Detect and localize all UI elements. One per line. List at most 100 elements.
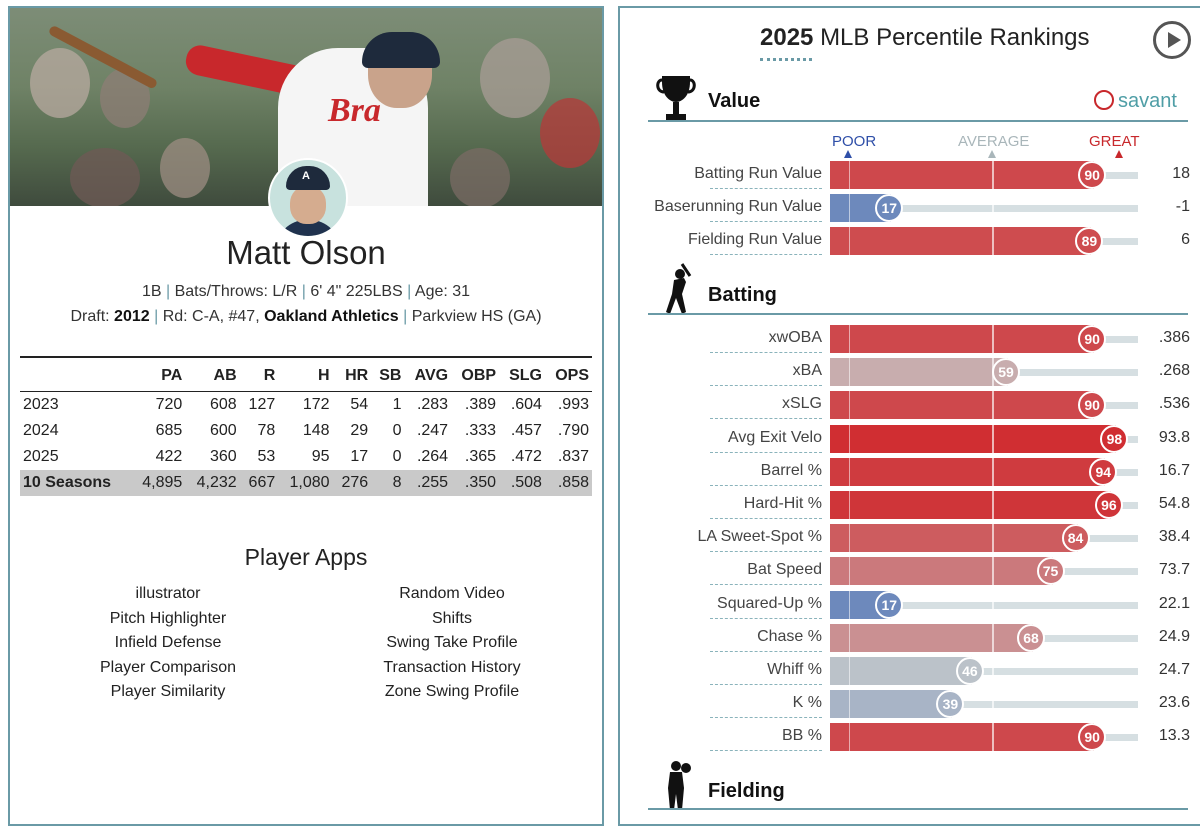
metric-value: .386: [1158, 329, 1190, 346]
stats-cell: 78: [257, 422, 276, 439]
percentile-circle: 46: [955, 657, 984, 685]
metric-value: 24.7: [1158, 661, 1190, 678]
stats-cell: .993: [557, 396, 589, 413]
percentile-track: [830, 205, 1138, 213]
player-age: Age: 31: [414, 283, 471, 300]
metric-row[interactable]: Hard-Hit % 96 54.8: [620, 490, 1200, 520]
metric-row[interactable]: K % 39 23.6: [620, 689, 1200, 719]
player-bats-throws: Bats/Throws: L/R: [174, 283, 298, 300]
baseball-icon: [1094, 90, 1114, 110]
stats-header-cell: HR: [332, 356, 372, 392]
career-cell: .858: [544, 470, 592, 496]
metric-row[interactable]: BB % 90 13.3: [620, 722, 1200, 752]
player-app-link[interactable]: Pitch Highlighter: [109, 609, 227, 627]
savant-logo[interactable]: savant: [1094, 90, 1177, 113]
stats-cell: .389: [464, 396, 497, 413]
jersey-text: Bra: [328, 92, 381, 129]
percentile-circle: 89: [1075, 227, 1104, 256]
metric-value: .268: [1158, 362, 1190, 380]
metric-row[interactable]: Batting Run Value 90 18: [620, 160, 1200, 190]
percentile-rankings-panel: 2025 MLB Percentile Rankings Value savan…: [618, 6, 1200, 826]
career-cell: 276: [332, 470, 372, 496]
metric-label: BB %: [781, 727, 822, 745]
percentile-circle: 68: [1017, 623, 1046, 652]
stats-cell: 720: [155, 396, 183, 413]
percentile-circle: 90: [1078, 161, 1107, 189]
player-card: Bra A Matt Olson 1B | Bats/Throws: L/R |…: [8, 6, 604, 826]
percentile-circle: 94: [1089, 457, 1118, 486]
metric-row[interactable]: xwOBA 90 .386: [620, 324, 1200, 354]
fielding-divider: [648, 808, 1188, 810]
player-app-link[interactable]: illustrator: [135, 585, 201, 602]
stats-header-cell: OPS: [544, 356, 592, 392]
metric-value: 23.6: [1158, 694, 1190, 712]
player-app-link[interactable]: Infield Defense: [114, 634, 222, 652]
metric-row[interactable]: Barrel % 94 16.7: [620, 457, 1200, 487]
metric-value: 73.7: [1158, 561, 1190, 579]
metric-row[interactable]: xSLG 90 .536: [620, 390, 1200, 420]
metric-row[interactable]: Bat Speed 75 73.7: [620, 556, 1200, 586]
player-app-link[interactable]: Zone Swing Profile: [384, 683, 520, 701]
average-arrow-icon: [988, 150, 996, 158]
metric-row[interactable]: LA Sweet-Spot % 84 38.4: [620, 523, 1200, 553]
percentile-bar: [830, 623, 1034, 652]
percentile-bar: [830, 723, 1095, 752]
percentile-circle: 75: [1036, 557, 1065, 586]
percentile-circle: 90: [1078, 391, 1107, 420]
metric-row[interactable]: Fielding Run Value 89 6: [620, 226, 1200, 256]
metric-row[interactable]: Baserunning Run Value 17 -1: [620, 193, 1200, 223]
stats-cell: 600: [209, 422, 237, 439]
stats-header-cell: [20, 356, 131, 392]
stats-cell: 2024: [23, 422, 59, 439]
player-app-link[interactable]: Transaction History: [383, 658, 521, 676]
metric-label: Batting Run Value: [694, 165, 822, 182]
batter-icon: [666, 263, 692, 314]
metric-label: Whiff %: [767, 661, 822, 678]
stats-cell: 2025: [23, 448, 59, 465]
percentile-track: [830, 601, 1138, 609]
stats-header-cell: H: [278, 356, 333, 392]
player-app-link[interactable]: Player Similarity: [110, 683, 226, 701]
draft-team: Oakland Athletics: [264, 308, 399, 325]
stats-cell: 53: [257, 448, 276, 465]
year-selector-underline[interactable]: [760, 58, 812, 61]
metric-row[interactable]: Squared-Up % 17 22.1: [620, 590, 1200, 620]
metric-row[interactable]: Whiff % 46 24.7: [620, 656, 1200, 686]
metric-value: 13.3: [1158, 727, 1190, 745]
metric-label: K %: [792, 694, 822, 712]
metric-value: 38.4: [1158, 528, 1190, 546]
stats-header-cell: AVG: [404, 356, 452, 392]
percentile-track: [830, 668, 1138, 675]
player-app-link[interactable]: Swing Take Profile: [386, 634, 518, 652]
scale-great-label: GREAT: [1089, 133, 1140, 150]
player-app-link[interactable]: Random Video: [399, 585, 505, 602]
play-icon[interactable]: [1153, 21, 1191, 59]
metric-row[interactable]: Chase % 68 24.9: [620, 623, 1200, 653]
stats-header-cell: SLG: [499, 356, 545, 392]
metric-row[interactable]: xBA 59 .268: [620, 357, 1200, 387]
metric-row[interactable]: Avg Exit Velo 98 93.8: [620, 424, 1200, 454]
rankings-title: 2025 MLB Percentile Rankings: [760, 24, 1090, 52]
player-app-link[interactable]: Shifts: [431, 609, 472, 627]
table-row: 2023 720 608 127 172 54 1 .283 .389 .604 .993: [20, 392, 592, 419]
metric-label: Bat Speed: [747, 561, 822, 579]
metric-label: Squared-Up %: [717, 594, 822, 612]
scale-poor-label: POOR: [832, 133, 877, 150]
metric-label: xSLG: [781, 395, 822, 413]
draft-year: 2012: [114, 308, 150, 325]
metric-label: LA Sweet-Spot %: [697, 528, 822, 546]
stats-header-cell: AB: [185, 356, 240, 392]
player-headshot-avatar: A: [268, 158, 348, 238]
stats-cell: .457: [510, 422, 542, 439]
stats-cell: .790: [557, 422, 589, 439]
metric-label: xBA: [792, 362, 822, 380]
stats-cell: .837: [557, 448, 589, 465]
stats-cell: 95: [311, 448, 330, 465]
metric-value: .536: [1158, 395, 1190, 413]
percentile-bar: [830, 690, 953, 719]
stats-cell: 2023: [23, 396, 59, 413]
career-cell: .350: [451, 470, 500, 496]
metric-value: 22.1: [1158, 594, 1190, 612]
player-apps-title: Player Apps: [244, 544, 368, 570]
player-app-link[interactable]: Player Comparison: [99, 658, 237, 676]
